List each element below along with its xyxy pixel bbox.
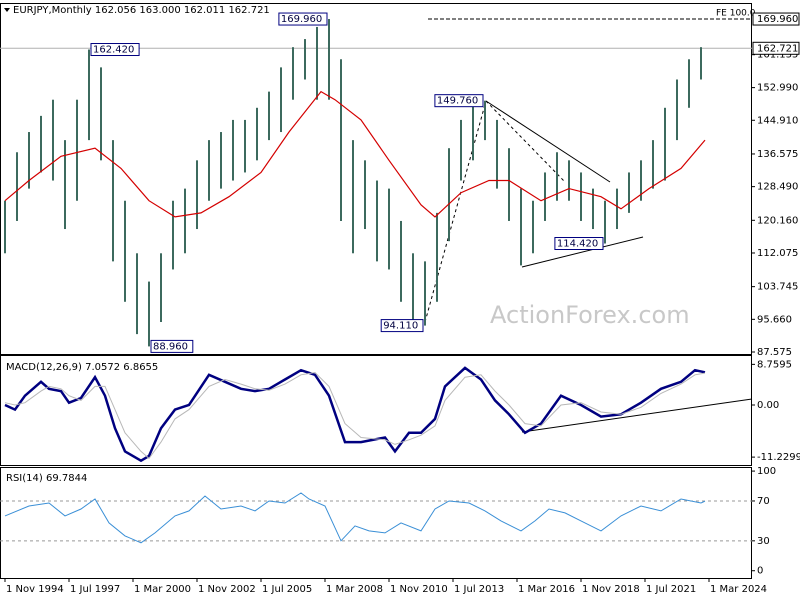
x-tick-label: 1 Nov 2010 — [390, 584, 448, 595]
x-tick-label: 1 Jul 2021 — [646, 584, 696, 595]
y-tick-label: 87.575 — [757, 347, 792, 358]
x-tick-label: 1 Mar 2000 — [134, 584, 191, 595]
x-tick-label: 1 Nov 2018 — [582, 584, 640, 595]
trend-line — [424, 100, 487, 323]
y-tick-label: 144.910 — [757, 115, 798, 126]
trend-line — [485, 100, 566, 183]
y-tick-label: 120.160 — [757, 215, 798, 226]
annotation-label: 149.760 — [437, 96, 478, 107]
indicator-line — [4, 371, 706, 460]
x-tick-label: 1 Mar 2016 — [518, 584, 575, 595]
y-tick-label: 95.660 — [757, 314, 792, 325]
x-tick-label: 1 Jul 2013 — [454, 584, 504, 595]
last-price-label: 162.721 — [757, 43, 798, 54]
y-tick-label: 161.135 — [757, 50, 798, 61]
annotation-box — [150, 339, 194, 353]
y-tick-label: 8.7595 — [757, 359, 792, 370]
y-tick-label: 136.575 — [757, 149, 798, 160]
y-tick-label: 100 — [757, 466, 776, 477]
trend-line — [521, 398, 753, 433]
annotation-box — [380, 319, 424, 333]
x-tick-label: 1 Nov 2002 — [198, 584, 256, 595]
annotation-box — [434, 94, 484, 108]
x-tick-label: 1 Jul 1997 — [70, 584, 120, 595]
annotation-label: 162.420 — [93, 45, 134, 56]
indicator-line — [4, 366, 706, 463]
indicator-line — [4, 492, 706, 544]
annotation-label: 94.110 — [383, 321, 418, 332]
moving-average — [4, 90, 706, 218]
trend-line — [485, 100, 611, 183]
last-price-box — [752, 41, 800, 55]
y-tick-label: 0.00 — [757, 400, 779, 411]
y-tick-label: 103.745 — [757, 282, 798, 293]
annotation-label: 169.960 — [281, 14, 322, 25]
y-tick-label: 128.490 — [757, 182, 798, 193]
chart-title: EURJPY,Monthly 162.056 163.000 162.011 1… — [13, 5, 270, 16]
rsi-title: RSI(14) 69.7844 — [6, 473, 87, 484]
x-tick-label: 1 Nov 1994 — [6, 584, 64, 595]
y-tick-label: 30 — [757, 536, 770, 547]
x-tick-label: 1 Jul 2005 — [262, 584, 312, 595]
fe-label: 169.960 — [757, 14, 798, 25]
y-tick-label: 152.990 — [757, 83, 798, 94]
annotation-box — [554, 237, 604, 251]
y-tick-label: 0 — [757, 566, 763, 577]
annotation-box — [278, 12, 328, 26]
annotation-label: 88.960 — [153, 341, 188, 352]
trend-lines — [424, 100, 753, 433]
fe-label-box — [752, 12, 800, 26]
y-tick-label: 112.075 — [757, 248, 798, 259]
trend-line — [521, 236, 644, 268]
annotation-box — [90, 43, 140, 57]
x-tick-label: 1 Mar 2024 — [710, 584, 767, 595]
y-tick-label: 70 — [757, 496, 770, 507]
fe-name: FE 100.0 — [716, 9, 756, 19]
macd-panel — [0, 355, 752, 466]
macd-title: MACD(12,26,9) 7.0572 6.8655 — [6, 362, 158, 373]
annotation-label: 114.420 — [557, 239, 598, 250]
watermark: ActionForex.com — [490, 301, 690, 329]
y-tick-label: -11.2299 — [757, 452, 800, 463]
price-panel — [0, 3, 752, 355]
menu-arrow — [4, 8, 10, 12]
x-tick-label: 1 Mar 2008 — [326, 584, 383, 595]
rsi-panel — [0, 467, 752, 579]
